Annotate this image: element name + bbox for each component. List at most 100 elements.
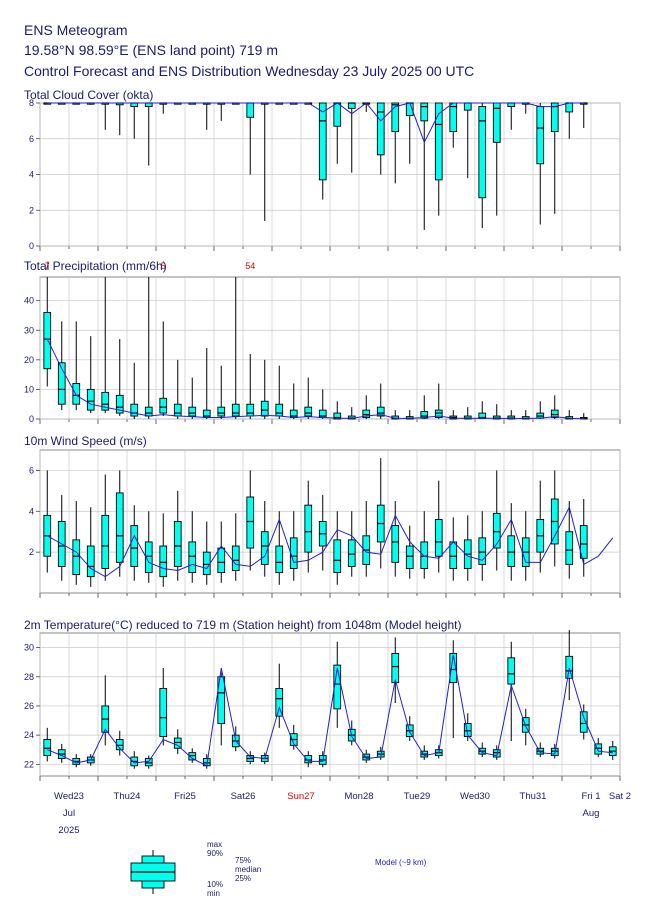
box-mark [72,754,81,768]
box-mark [202,102,211,130]
iqr-box [362,409,371,418]
legend-label: max [207,840,222,849]
box-mark [449,517,458,581]
box-mark [304,480,313,573]
box-mark [318,494,327,571]
box-mark [188,748,197,763]
box-mark [333,511,342,585]
y-tick-label: 2 [29,547,34,557]
y-tick-label: 6 [29,134,34,144]
iqr-box [130,403,139,417]
iqr-box [449,652,458,684]
box-mark [521,511,530,581]
legend-label: 90% [207,849,223,858]
box-mark [130,505,139,581]
iqr-box [565,531,574,565]
iqr-box [43,739,52,757]
box-mark [246,751,255,765]
iqr-box [492,512,501,549]
iqr-box [318,102,327,181]
box-mark [579,499,588,577]
iqr-box [275,545,284,574]
iqr-box [420,411,429,419]
iqr-box [115,492,124,563]
box-mark [144,102,153,166]
legend-label: median [235,865,261,874]
day-label: Wed30 [460,791,490,802]
box-mark [463,407,472,420]
iqr-box [144,541,153,574]
iqr-box [101,514,110,569]
box-mark [420,395,429,419]
iqr-box [579,711,588,733]
y-tick-label: 4 [29,506,34,516]
box-mark [463,102,472,179]
iqr-box [420,102,429,122]
max-value-note: 54 [245,261,255,271]
iqr-box [507,657,516,685]
iqr-box [159,687,168,738]
box-mark [463,515,472,581]
box-mark [231,513,240,581]
day-label: Tue29 [404,791,431,802]
iqr-box [333,664,342,710]
box-mark [115,730,124,756]
iqr-box [463,102,472,111]
box-mark [318,102,327,200]
iqr-box [144,406,153,417]
iqr-box [405,545,414,569]
iqr-box [347,539,356,567]
box-mark [188,511,197,583]
iqr-box [289,537,298,569]
box-mark [159,321,168,417]
iqr-box [188,406,197,417]
iqr-box [43,312,52,370]
day-label: Mon28 [344,791,373,802]
iqr-box [434,519,443,557]
legend-label: min [207,889,220,898]
iqr-box [130,525,139,567]
box-mark [536,480,545,573]
model-line [46,338,584,420]
box-mark [130,102,139,139]
iqr-box [159,397,168,414]
iqr-box [217,676,226,724]
box-mark [275,511,284,585]
box-mark [217,365,226,419]
box-mark [144,277,153,419]
box-mark [57,321,66,411]
day-label: Sat26 [231,791,256,802]
box-mark [347,407,356,420]
y-tick-label: 0 [29,241,34,251]
box-mark [115,470,124,577]
day-label: Thu31 [520,791,547,802]
panel-title: 2m Temperature(°C) reduced to 719 m (Sta… [24,618,461,632]
y-tick-label: 30 [24,643,34,653]
box-mark [565,630,574,701]
box-mark [492,404,501,420]
iqr-box [391,525,400,563]
iqr-box [594,743,603,755]
box-mark [478,401,487,419]
legend-label: 25% [235,874,251,883]
box-mark [449,102,458,148]
box-mark [478,742,487,758]
iqr-box [231,545,240,571]
box-mark [492,470,501,571]
box-mark [536,742,545,758]
forecast-line: Control Forecast and ENS Distribution We… [24,63,475,79]
iqr-box [565,102,574,113]
iqr-box [550,102,559,133]
iqr-box [333,539,342,574]
box-mark [115,102,124,136]
box-mark [144,511,153,583]
box-mark [159,513,168,587]
panel-3: 2 4 6 10m Wind Speed (m/s) [24,434,621,598]
iqr-box [391,102,400,133]
panel-title: Total Precipitation (mm/6h) [24,259,167,273]
iqr-box [101,391,110,411]
box-mark [202,754,211,769]
box-mark [550,743,559,759]
iqr-box [333,102,342,127]
